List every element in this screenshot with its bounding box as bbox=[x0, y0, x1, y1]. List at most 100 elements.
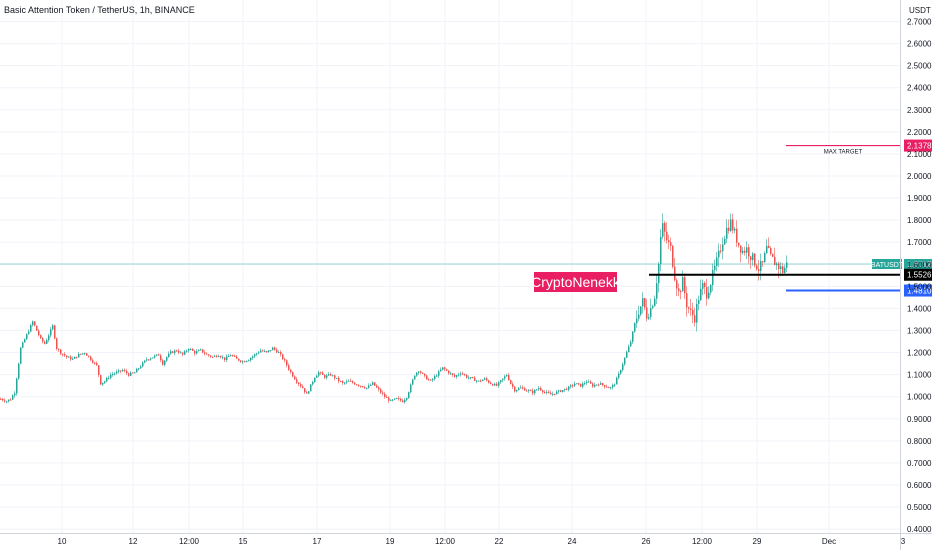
candle-body bbox=[394, 398, 396, 400]
candle-body bbox=[76, 356, 78, 358]
price-axis-unit: USDT bbox=[909, 6, 931, 15]
candle-body bbox=[424, 373, 426, 376]
candle-body bbox=[660, 236, 662, 265]
symbol-badge bbox=[872, 259, 902, 270]
candle-body bbox=[214, 355, 216, 357]
candle-body bbox=[602, 383, 604, 386]
candle-body bbox=[428, 379, 430, 381]
candle-body bbox=[326, 375, 328, 378]
price-tick-label: 1.1000 bbox=[907, 371, 932, 380]
candle-body bbox=[46, 340, 48, 344]
candle-body bbox=[194, 350, 196, 354]
candle-body bbox=[768, 245, 770, 249]
candle-body bbox=[132, 372, 134, 374]
watermark-badge bbox=[534, 272, 617, 292]
candle-body bbox=[490, 382, 492, 385]
candle-body bbox=[584, 383, 586, 385]
candle-body bbox=[376, 385, 378, 388]
candle-body bbox=[152, 357, 154, 359]
candle-body bbox=[0, 398, 2, 400]
candle-body bbox=[396, 398, 398, 400]
candle-body bbox=[70, 356, 72, 360]
candle-body bbox=[228, 356, 230, 358]
candle-body bbox=[346, 381, 348, 383]
candle-body bbox=[578, 383, 580, 385]
candle-body bbox=[252, 356, 254, 358]
candle-body bbox=[310, 384, 312, 392]
time-axis[interactable]: 10 12 12:00 15 17 19 12:00 22 24 26 12:00 29 Dec 3 bbox=[0, 533, 932, 547]
candle-body bbox=[732, 219, 734, 231]
candle-body bbox=[458, 374, 460, 376]
candle-body bbox=[204, 352, 206, 354]
candle-body bbox=[30, 325, 32, 332]
candle-body bbox=[106, 377, 108, 382]
candle-body bbox=[378, 387, 380, 390]
candle-body bbox=[604, 385, 606, 387]
candle-body bbox=[454, 374, 456, 377]
candle-body bbox=[518, 388, 520, 390]
candle-body bbox=[502, 378, 504, 381]
candle-body bbox=[766, 245, 768, 254]
candle-body bbox=[612, 384, 614, 388]
candle-body bbox=[634, 323, 636, 332]
candle-body bbox=[586, 381, 588, 384]
candle-body bbox=[208, 354, 210, 356]
candle-body bbox=[706, 286, 708, 299]
candle-body bbox=[718, 250, 720, 258]
candle-body bbox=[16, 378, 18, 394]
candle-body bbox=[398, 398, 400, 400]
candle-body bbox=[726, 227, 728, 239]
candle-body bbox=[450, 373, 452, 375]
candle-body bbox=[130, 372, 132, 376]
candle-body bbox=[56, 338, 58, 349]
candle-body bbox=[420, 371, 422, 373]
blue-level-axis-badge bbox=[904, 284, 932, 297]
candle-body bbox=[238, 358, 240, 361]
price-tick-label: 2.2000 bbox=[907, 128, 932, 137]
candle-body bbox=[774, 256, 776, 266]
candle-body bbox=[556, 391, 558, 395]
candle-body bbox=[6, 401, 8, 403]
candle-body bbox=[100, 374, 102, 385]
candle-body bbox=[618, 373, 620, 378]
time-tick-label: 12:00 bbox=[179, 537, 200, 546]
candle-body bbox=[172, 351, 174, 353]
candle-body bbox=[68, 356, 70, 358]
candle-body bbox=[492, 384, 494, 386]
candle-body bbox=[758, 269, 760, 272]
candle-body bbox=[116, 371, 118, 374]
candle-body bbox=[82, 353, 84, 355]
candle-body bbox=[748, 247, 750, 257]
time-tick-label: 19 bbox=[386, 537, 395, 546]
time-tick-label: 22 bbox=[495, 537, 504, 546]
price-axis[interactable]: 2.7000 2.6000 2.5000 2.4000 2.3000 2.2000 2.10… bbox=[900, 0, 932, 550]
candle-body bbox=[716, 257, 718, 266]
candle-body bbox=[784, 267, 786, 274]
candle-body bbox=[160, 355, 162, 361]
candle-body bbox=[496, 383, 498, 386]
candle-body bbox=[630, 341, 632, 347]
candle-body bbox=[464, 374, 466, 376]
candle-body bbox=[216, 355, 218, 357]
candle-body bbox=[652, 306, 654, 309]
candle-body bbox=[574, 383, 576, 386]
candle-body bbox=[560, 390, 562, 392]
candle-body bbox=[654, 298, 656, 307]
candle-body bbox=[750, 256, 752, 261]
candle-body bbox=[298, 382, 300, 385]
candle-body bbox=[756, 265, 758, 270]
candle-body bbox=[382, 392, 384, 394]
candle-body bbox=[88, 355, 90, 357]
candle-body bbox=[270, 350, 272, 352]
chart-title: Basic Attention Token / TetherUS, 1h, BI… bbox=[4, 5, 195, 15]
candle-body bbox=[186, 350, 188, 352]
candle-body bbox=[520, 387, 522, 389]
candle-body bbox=[230, 355, 232, 357]
candle-body bbox=[322, 372, 324, 375]
candle-body bbox=[456, 375, 458, 377]
candle-body bbox=[128, 373, 130, 376]
candle-body bbox=[268, 350, 270, 352]
candle-body bbox=[724, 238, 726, 245]
time-tick-label: 12:00 bbox=[435, 537, 456, 546]
